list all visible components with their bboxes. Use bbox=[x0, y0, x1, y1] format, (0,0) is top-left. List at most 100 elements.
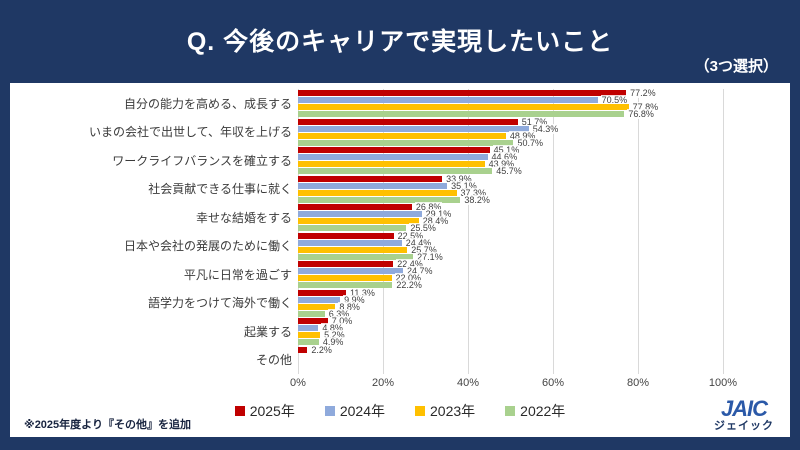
category-label: 平凡に日常を過ごす bbox=[183, 267, 292, 282]
page-subtitle: （3つ選択） bbox=[694, 58, 778, 75]
bar bbox=[298, 318, 328, 324]
chart-row: ワークライフバランスを確立する 45.1% 44.6% 43.9% 45.7% bbox=[10, 145, 790, 176]
x-tick-label: 100% bbox=[708, 377, 738, 389]
plot-area bbox=[298, 89, 724, 374]
bar bbox=[298, 289, 347, 296]
bar-value-label: 2.2% bbox=[310, 344, 333, 355]
bar-value-label: 25.7% bbox=[410, 244, 438, 255]
bar-value-label: 6.3% bbox=[327, 308, 351, 319]
bar-value-label: 25.5% bbox=[409, 223, 437, 233]
bar-value-label: 45.1% bbox=[492, 145, 521, 155]
bar bbox=[298, 189, 457, 196]
bar-value-label: 22.4% bbox=[396, 259, 424, 269]
bar-value-label: 4.9% bbox=[321, 337, 345, 347]
chart-row: 語学力をつけて海外で働く 11.3% 9.9% 8.8% 6.3% bbox=[10, 287, 790, 319]
chart-row: 自分の能力を高める、成長する 77.2% 70.5% 77.8% 76.8% bbox=[10, 88, 790, 119]
bar-value-label: 24.7% bbox=[405, 266, 434, 276]
bar-group: 77.2% 70.5% 77.8% 76.8% bbox=[298, 88, 723, 119]
bar bbox=[298, 97, 598, 103]
legend-swatch bbox=[234, 406, 245, 416]
bar-value-label: 44.6% bbox=[490, 152, 519, 162]
bar bbox=[298, 111, 625, 117]
bar-group: 2.2% bbox=[298, 344, 723, 375]
legend-swatch bbox=[505, 406, 516, 416]
bar bbox=[298, 161, 485, 167]
bar bbox=[298, 232, 394, 239]
x-tick-label: 40% bbox=[456, 377, 480, 389]
category-label: 社会貢献できる仕事に就く bbox=[148, 182, 292, 197]
bar-value-label: 22.0% bbox=[394, 273, 423, 283]
x-tick-label: 0% bbox=[290, 377, 306, 389]
bar-value-label: 43.9% bbox=[487, 159, 516, 169]
bar bbox=[298, 175, 443, 182]
bar bbox=[298, 104, 629, 110]
legend-item: 2022年 bbox=[505, 401, 565, 421]
bar bbox=[298, 118, 518, 125]
chart-row: いまの会社で出世して、年収を上げる 51.7% 54.3% 48.9% 50.7% bbox=[10, 116, 790, 148]
bar-group: 33.9% 35.1% 37.3% 38.2% bbox=[298, 173, 723, 205]
bar bbox=[298, 275, 392, 281]
bar bbox=[298, 139, 514, 146]
chart-row: 社会貢献できる仕事に就く 33.9% 35.1% 37.3% 38.2% bbox=[10, 173, 790, 205]
page-title: Q. 今後のキャリアで実現したいこと bbox=[186, 28, 614, 56]
bar-value-label: 28.4% bbox=[421, 216, 450, 226]
legend-item: 2023年 bbox=[415, 401, 475, 421]
x-tick-label: 20% bbox=[371, 377, 395, 389]
bar-group: 22.4% 24.7% 22.0% 22.2% bbox=[298, 259, 723, 290]
bar-value-label: 5.2% bbox=[323, 330, 346, 340]
bar-value-label: 37.3% bbox=[459, 187, 488, 198]
legend-label: 2023年 bbox=[430, 403, 476, 419]
bar-group: 26.8% 29.1% 28.4% 25.5% bbox=[298, 202, 723, 233]
jaic-logo-subtext: ジェイック bbox=[714, 420, 774, 432]
bar-value-label: 48.9% bbox=[508, 130, 537, 141]
x-axis: 0% 20% 40% 60% 80% 100% bbox=[10, 377, 790, 393]
bar-value-label: 70.5% bbox=[600, 95, 629, 105]
gridline bbox=[553, 89, 554, 374]
bar bbox=[298, 253, 414, 260]
bar bbox=[298, 196, 461, 203]
bar bbox=[298, 346, 308, 353]
gridline bbox=[383, 89, 384, 374]
chart-panel: 自分の能力を高める、成長する 77.2% 70.5% 77.8% 76.8% いまの会社で… bbox=[10, 83, 790, 437]
legend-swatch bbox=[415, 406, 425, 416]
chart-row: 起業する 7.0% 4.8% 5.2% 4.9% bbox=[10, 316, 790, 347]
gridline bbox=[468, 89, 469, 374]
legend-swatch bbox=[324, 406, 335, 416]
category-label: ワークライフバランスを確立する bbox=[112, 153, 292, 168]
gridline bbox=[723, 89, 724, 374]
bar-chart: 自分の能力を高める、成長する 77.2% 70.5% 77.8% 76.8% いまの会社で… bbox=[10, 88, 790, 375]
bar-value-label: 27.1% bbox=[416, 251, 444, 262]
chart-row: 平凡に日常を過ごす 22.4% 24.7% 22.0% 22.2% bbox=[10, 259, 790, 290]
bar-group: 22.5% 24.4% 25.7% 27.1% bbox=[298, 230, 723, 262]
bar-value-label: 7.0% bbox=[330, 316, 354, 326]
bar-value-label: 4.8% bbox=[321, 323, 344, 333]
category-label: 起業する bbox=[243, 324, 292, 339]
bar-value-label: 50.7% bbox=[516, 137, 544, 148]
bar-value-label: 45.7% bbox=[495, 166, 523, 176]
x-tick-label: 60% bbox=[541, 377, 565, 389]
bar bbox=[298, 239, 402, 246]
bar-value-label: 24.4% bbox=[404, 237, 433, 248]
category-label: いまの会社で出世して、年収を上げる bbox=[88, 125, 292, 140]
bar bbox=[298, 154, 488, 160]
gridline bbox=[298, 89, 299, 374]
bar-value-label: 11.3% bbox=[349, 287, 376, 298]
bar bbox=[298, 218, 419, 224]
legend-label: 2022年 bbox=[520, 403, 566, 419]
bar bbox=[298, 168, 493, 174]
bar bbox=[298, 268, 403, 274]
bar-value-label: 35.1% bbox=[450, 180, 478, 191]
chart-rows: 自分の能力を高める、成長する 77.2% 70.5% 77.8% 76.8% いまの会社で… bbox=[10, 88, 790, 375]
bar bbox=[298, 211, 422, 217]
bar-value-label: 8.8% bbox=[338, 301, 361, 312]
bar bbox=[298, 204, 412, 210]
bar-value-label: 51.7% bbox=[520, 116, 549, 127]
jaic-logo-text: JAIC bbox=[720, 396, 768, 421]
category-label: 幸せな結婚をする bbox=[195, 210, 292, 225]
bar bbox=[298, 246, 408, 253]
chart-row: 幸せな結婚をする 26.8% 29.1% 28.4% 25.5% bbox=[10, 202, 790, 233]
bar-value-label: 38.2% bbox=[463, 194, 491, 205]
bar-group: 7.0% 4.8% 5.2% 4.9% bbox=[298, 316, 723, 347]
chart-row: 日本や会社の発展のために働く 22.5% 24.4% 25.7% 27.1% bbox=[10, 230, 790, 262]
